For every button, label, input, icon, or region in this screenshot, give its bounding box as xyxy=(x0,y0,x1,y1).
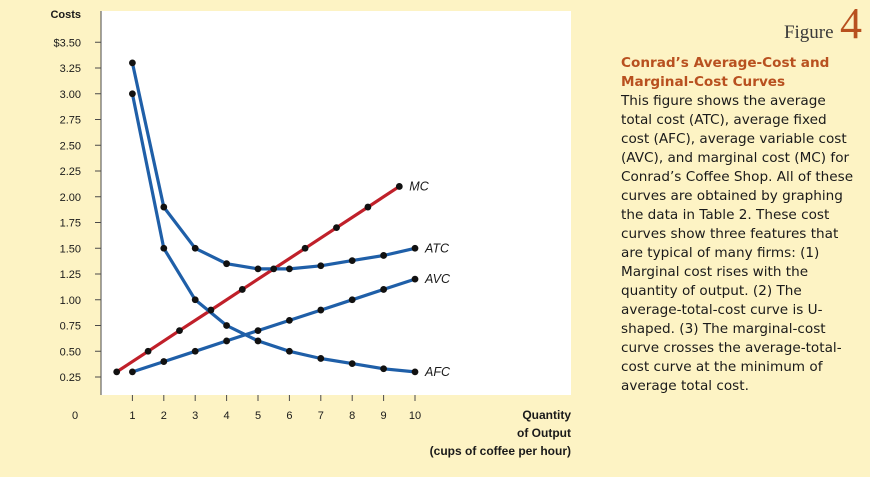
x-tick-label: 3 xyxy=(192,410,198,422)
y-tick-label: $3.50 xyxy=(53,37,81,49)
x-tick-label: 5 xyxy=(255,410,261,422)
y-tick-label: 2.25 xyxy=(60,166,81,178)
x-tick-label: 6 xyxy=(286,410,292,422)
avc-point xyxy=(286,316,293,324)
x-tick-label: 10 xyxy=(409,410,421,422)
mc-point xyxy=(176,327,183,335)
y-axis-label: Costs xyxy=(50,9,81,21)
afc-point xyxy=(223,322,231,329)
avc-point xyxy=(223,337,231,345)
mc-line xyxy=(115,184,401,374)
afc-point xyxy=(129,90,136,98)
afc-series-label: AFC xyxy=(424,365,451,379)
avc-point xyxy=(254,327,262,335)
figure-label: Figure 4 xyxy=(700,2,862,46)
y-tick-label: 1.50 xyxy=(60,243,81,255)
atc-point xyxy=(411,244,419,252)
avc-point xyxy=(191,347,199,355)
afc-point xyxy=(317,355,325,362)
avc-point xyxy=(317,306,325,314)
y-tick-label: 0.25 xyxy=(60,372,81,384)
mc-point xyxy=(333,224,340,232)
atc-point xyxy=(348,257,356,265)
caption-body: This figure shows the average total cost… xyxy=(621,93,854,394)
mc-point xyxy=(395,183,403,190)
mc-point xyxy=(301,244,309,252)
avc-point xyxy=(380,286,387,293)
mc-point xyxy=(364,203,372,211)
afc-point xyxy=(286,347,293,355)
afc-point xyxy=(348,360,356,368)
x-tick-label: 2 xyxy=(161,410,167,422)
avc-point xyxy=(411,275,419,283)
mc-point xyxy=(270,265,278,273)
afc-point xyxy=(411,368,419,376)
atc-point xyxy=(160,203,168,211)
x-tick-label: 4 xyxy=(224,410,230,422)
mc-point xyxy=(144,347,152,355)
figure-caption: Conrad’s Average-Cost and Marginal-Cost … xyxy=(621,54,859,396)
mc-point xyxy=(113,368,121,376)
y-tick-label: 2.75 xyxy=(60,115,81,127)
avc-point xyxy=(160,358,168,365)
y-tick-label: 3.25 xyxy=(60,63,81,75)
avc-point xyxy=(348,296,356,304)
atc-point xyxy=(286,265,293,273)
afc-point xyxy=(191,296,199,304)
atc-point xyxy=(254,265,262,273)
mc-point xyxy=(238,286,246,293)
x-tick-label: 7 xyxy=(318,410,324,422)
y-tick-label: 1.00 xyxy=(60,295,81,307)
x-axis-label-line-2: of Output xyxy=(517,426,571,440)
y-tick-label: 3.00 xyxy=(60,89,81,101)
afc-point xyxy=(254,337,262,345)
atc-series-label: ATC xyxy=(424,241,450,255)
avc-line xyxy=(130,277,417,374)
atc-point xyxy=(380,252,387,259)
x-tick-label: 8 xyxy=(349,410,355,422)
x-axis-label-line-3: (cups of coffee per hour) xyxy=(430,444,571,458)
y-tick-label: 2.50 xyxy=(60,140,81,152)
y-tick-label: 0.50 xyxy=(60,346,81,358)
x-tick-label: 9 xyxy=(381,410,387,422)
afc-point xyxy=(380,365,387,373)
y-tick-label: 1.75 xyxy=(60,218,81,230)
x-tick-label: 1 xyxy=(129,410,135,422)
afc-line xyxy=(130,92,417,374)
y-tick-label: 0.75 xyxy=(60,321,81,333)
afc-point xyxy=(160,244,168,252)
y-tick-label: 1.25 xyxy=(60,269,81,281)
origin-label: 0 xyxy=(72,410,78,422)
atc-point xyxy=(317,262,325,270)
mc-point xyxy=(207,306,215,314)
avc-series-label: AVC xyxy=(424,272,451,286)
atc-point xyxy=(223,260,231,268)
y-tick-label: 2.00 xyxy=(60,192,81,204)
mc-series-label: MC xyxy=(409,179,429,193)
cost-curves-chart: Costs 0 Quantity of Output (cups of coff… xyxy=(50,9,571,458)
avc-point xyxy=(129,368,136,376)
figure-number: 4 xyxy=(840,0,862,48)
figure-word: Figure xyxy=(783,22,834,43)
atc-point xyxy=(191,244,199,252)
x-axis-label-line-1: Quantity xyxy=(522,408,571,422)
atc-point xyxy=(129,59,136,67)
caption-title: Conrad’s Average-Cost and Marginal-Cost … xyxy=(621,55,830,90)
